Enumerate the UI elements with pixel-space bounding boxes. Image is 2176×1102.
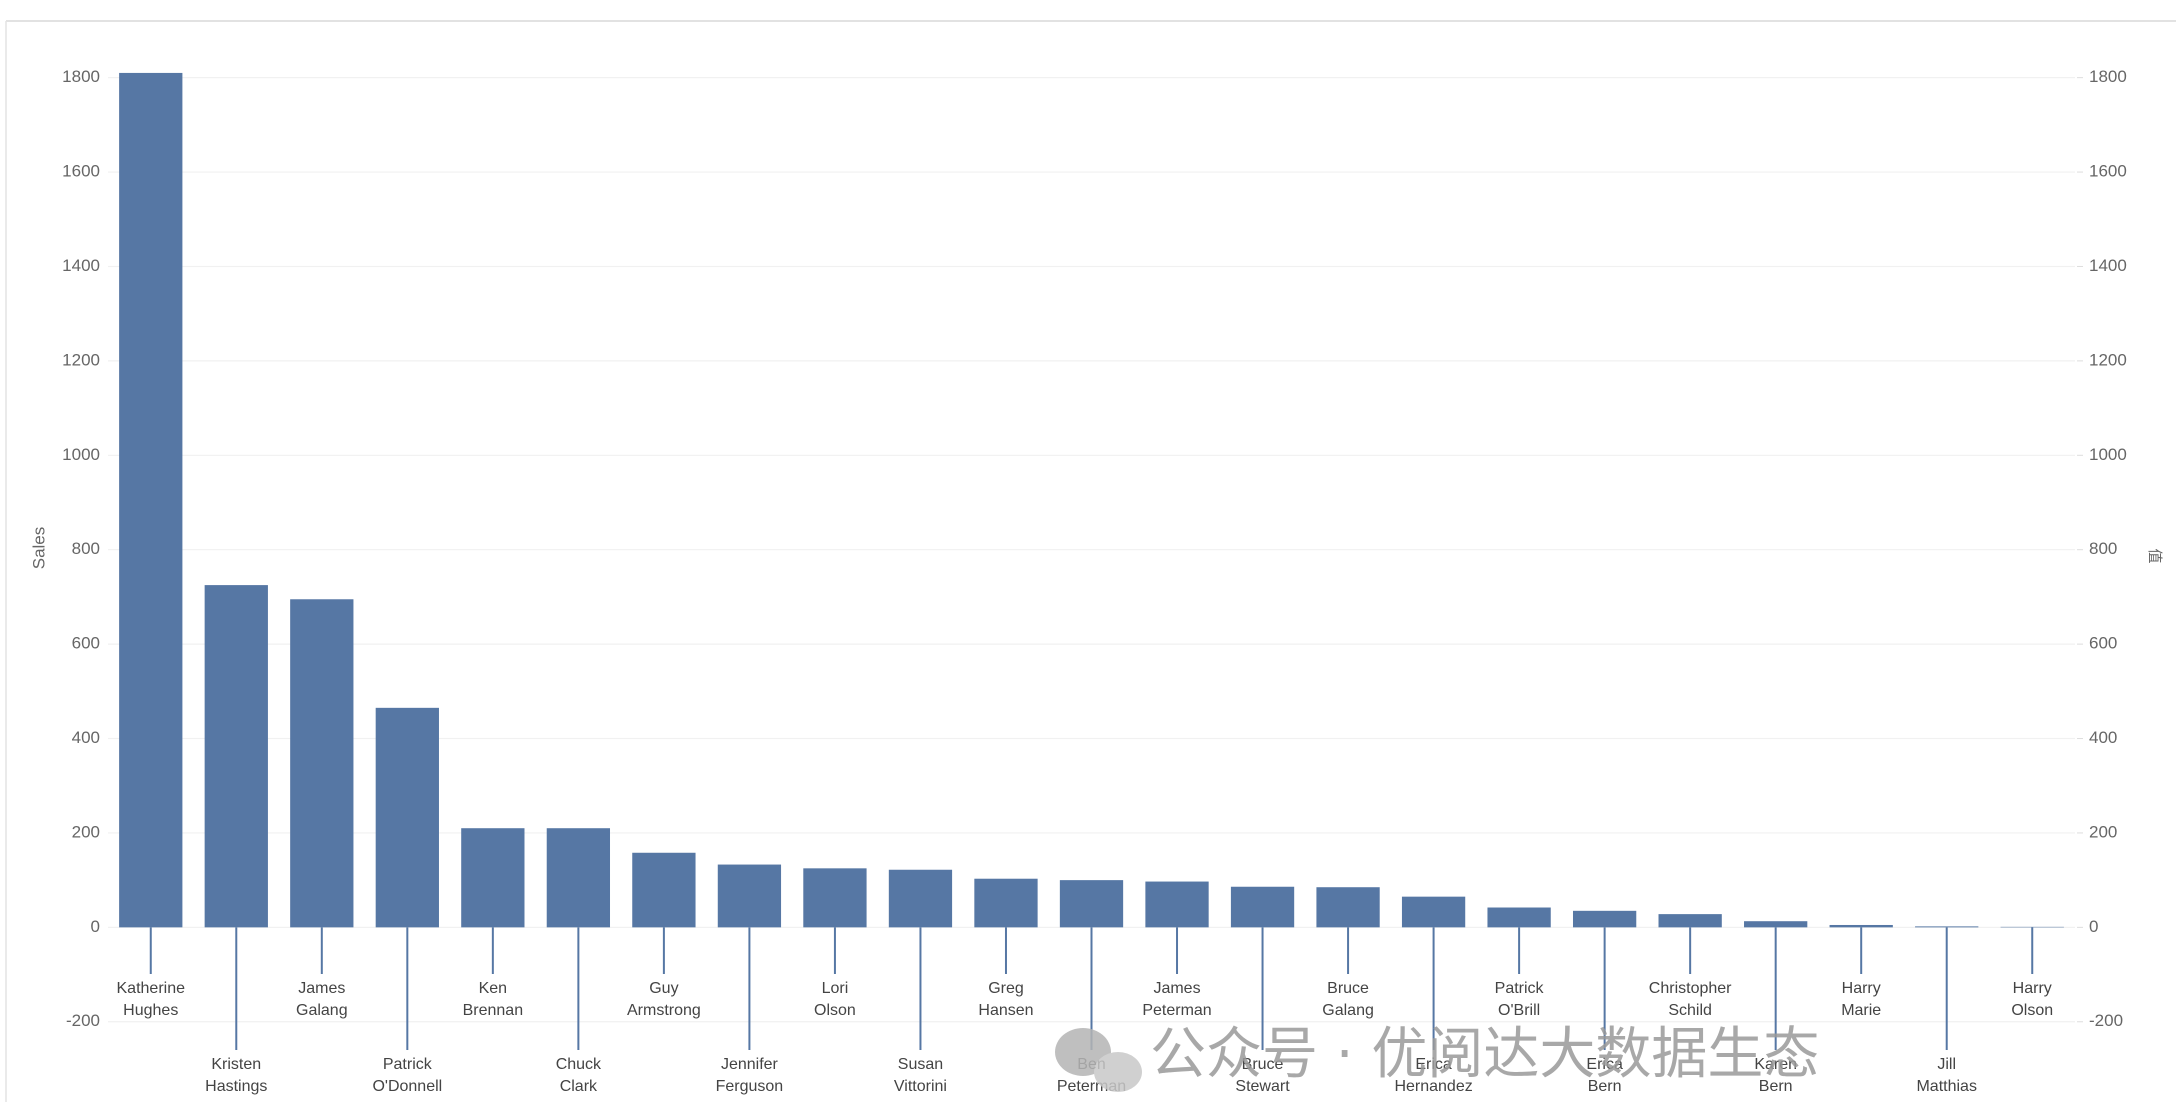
bar [1487,907,1551,928]
bar [1658,914,1722,928]
x-tick-label: Jill Matthias [1916,1056,1976,1095]
bar [461,828,525,928]
bar [632,852,696,928]
bar [375,707,439,928]
x-tick-label: James Galang [296,980,348,1019]
y-tick-label: 1400 [62,256,100,275]
y-tick-label: 1000 [62,445,100,464]
x-tick-label: Christopher Schild [1649,980,1732,1019]
bar [1915,926,1979,928]
y-tick-label: 200 [72,822,100,841]
y-tick-label: 600 [72,634,100,653]
x-tick-label: Bruce Galang [1322,980,1374,1019]
x-tick-label: Erica Bern [1586,1056,1623,1095]
x-tick-label: Erica Hernandez [1394,1056,1472,1095]
y-tick-label: 1200 [62,350,100,369]
bar [1316,887,1380,928]
y2-tick-label: 400 [2089,728,2117,747]
y-tick-label: -200 [66,1011,100,1030]
bar [1230,886,1295,928]
x-tick-label: Harry Marie [1841,980,1881,1019]
y2-axis-title: 值 [2146,548,2163,563]
y2-tick-label: 1000 [2089,445,2127,464]
y2-tick-label: 1200 [2089,350,2127,369]
x-tick-label: Kristen Hastings [205,1056,267,1095]
y2-tick-label: 200 [2089,822,2117,841]
y2-tick-label: -200 [2089,1011,2123,1030]
x-tick-label: Jennifer Ferguson [716,1056,784,1095]
x-tick-label: Susan Vittorini [894,1056,947,1095]
x-tick-label: Patrick O'Brill [1495,980,1545,1019]
x-tick-label: Lori Olson [814,980,856,1019]
y2-tick-label: 800 [2089,539,2117,558]
x-tick-label: Ken Brennan [463,980,524,1019]
y-axis-title: Sales [29,527,48,570]
watermark: 公众号 · 优阅达大数据生态 [1055,1022,1819,1092]
bar [1744,921,1808,928]
bar [717,864,782,928]
watermark-icon [1094,1052,1142,1092]
bar [1401,896,1466,928]
x-tick-label: Karen Bern [1754,1056,1797,1095]
bar [290,599,354,928]
y2-tick-label: 1800 [2089,67,2127,86]
x-tick-label: Patrick O'Donnell [372,1056,442,1095]
y-tick-label: 1800 [62,67,100,86]
bar [1829,924,1893,928]
bar [888,869,953,928]
x-tick-label: Katherine Hughes [117,980,186,1019]
bar [204,585,268,928]
bar [1145,881,1209,928]
x-tick-label: Greg Hansen [978,980,1033,1019]
y-tick-label: 1600 [62,162,100,181]
y-tick-label: 400 [72,728,100,747]
y2-tick-label: 0 [2089,917,2098,936]
x-tick-label: Bruce Stewart [1235,1056,1290,1095]
y2-tick-label: 1400 [2089,256,2127,275]
bar [119,72,183,928]
watermark-text: 公众号 · 优阅达大数据生态 [1150,1022,1819,1087]
bar [546,828,611,928]
y-tick-label: 0 [91,917,100,936]
y-tick-label: 800 [72,539,100,558]
y2-tick-label: 600 [2089,634,2117,653]
x-tick-label: Guy Armstrong [627,980,701,1019]
x-tick-label: Harry Olson [2011,980,2053,1019]
y2-tick-label: 1600 [2089,162,2127,181]
x-tick-label: James Peterman [1142,980,1211,1019]
x-tick-label: Chuck Clark [556,1056,602,1095]
bar [803,868,867,928]
bar [1572,910,1637,928]
bar [974,878,1038,928]
bar [1059,880,1124,928]
